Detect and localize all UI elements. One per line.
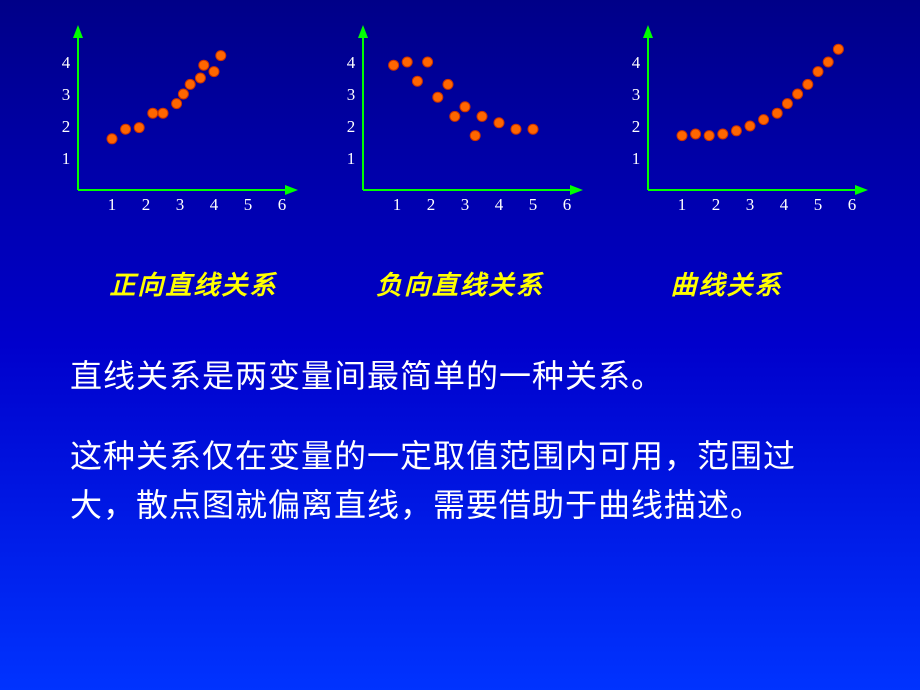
svg-text:6: 6: [278, 195, 287, 210]
svg-text:2: 2: [712, 195, 721, 210]
svg-text:6: 6: [848, 195, 857, 210]
chart-label-negative: 负向直线关系: [327, 265, 594, 302]
svg-text:3: 3: [632, 85, 641, 104]
charts-row: 1 2 3 4 5 6 1 2 3 4 1 2 3 4 5 6 1 2 3 4 1 2 3 4 5 6 1 2 3 4: [0, 0, 920, 215]
svg-text:5: 5: [529, 195, 538, 210]
svg-text:2: 2: [347, 117, 356, 136]
chart-label-positive: 正向直线关系: [60, 265, 327, 302]
svg-text:1: 1: [632, 149, 641, 168]
svg-text:4: 4: [347, 53, 356, 72]
svg-text:3: 3: [746, 195, 755, 210]
svg-text:4: 4: [210, 195, 219, 210]
svg-text:5: 5: [244, 195, 253, 210]
svg-text:2: 2: [62, 117, 71, 136]
scatter-chart-positive: 1 2 3 4 5 6 1 2 3 4: [40, 20, 300, 210]
svg-text:3: 3: [176, 195, 185, 210]
svg-text:2: 2: [427, 195, 436, 210]
scatter-chart-negative: 1 2 3 4 5 6 1 2 3 4: [325, 20, 585, 210]
svg-text:3: 3: [347, 85, 356, 104]
svg-text:4: 4: [495, 195, 504, 210]
chart-container-positive: 1 2 3 4 5 6 1 2 3 4: [40, 20, 310, 215]
chart-labels-row: 正向直线关系 负向直线关系 曲线关系: [0, 215, 920, 302]
svg-text:5: 5: [814, 195, 823, 210]
svg-text:4: 4: [62, 53, 71, 72]
svg-text:2: 2: [632, 117, 641, 136]
svg-text:1: 1: [108, 195, 117, 210]
svg-text:1: 1: [678, 195, 687, 210]
chart-container-negative: 1 2 3 4 5 6 1 2 3 4: [325, 20, 595, 215]
body-text: 直线关系是两变量间最简单的一种关系。 这种关系仅在变量的一定取值范围内可用，范围…: [0, 302, 920, 531]
chart-container-curve: 1 2 3 4 5 6 1 2 3 4: [610, 20, 880, 215]
svg-text:1: 1: [393, 195, 402, 210]
svg-text:2: 2: [142, 195, 151, 210]
svg-text:4: 4: [780, 195, 789, 210]
svg-text:6: 6: [563, 195, 572, 210]
chart-label-curve: 曲线关系: [593, 265, 860, 302]
svg-text:3: 3: [62, 85, 71, 104]
svg-text:1: 1: [347, 149, 356, 168]
svg-text:1: 1: [62, 149, 71, 168]
svg-text:4: 4: [632, 53, 641, 72]
paragraph-1: 直线关系是两变量间最简单的一种关系。: [70, 352, 860, 402]
svg-text:3: 3: [461, 195, 470, 210]
scatter-chart-curve: 1 2 3 4 5 6 1 2 3 4: [610, 20, 870, 210]
paragraph-2: 这种关系仅在变量的一定取值范围内可用，范围过大，散点图就偏离直线，需要借助于曲线…: [70, 432, 860, 531]
